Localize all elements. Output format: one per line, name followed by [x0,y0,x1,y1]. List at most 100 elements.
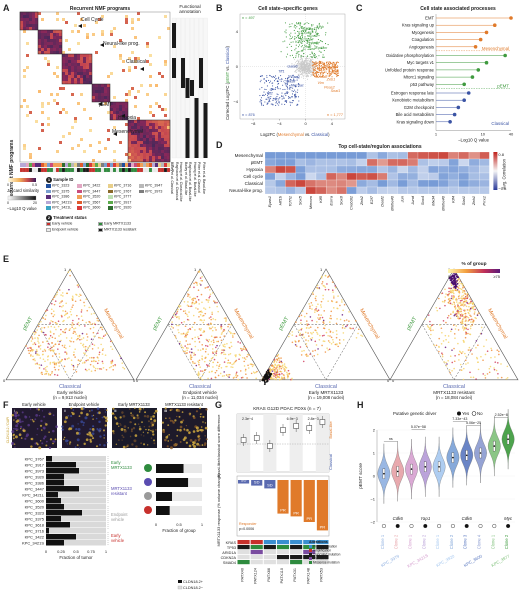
e-point [458,308,461,311]
b-point-cla [260,75,262,77]
b-point-cla [291,96,293,98]
e-point [305,353,308,356]
e-point [278,368,281,370]
heat-cell [65,39,68,42]
g-alt-label: Amplification [313,549,331,553]
e-lmin: 0 [448,274,451,279]
f-image-speck [76,444,79,447]
b-point-cla [263,78,265,80]
d-cell [397,172,408,181]
e-point [172,327,175,329]
b-point-pemt [316,25,318,27]
e-point [327,334,329,337]
heat-cell [47,51,50,54]
e-point [101,349,104,352]
e-point [208,296,211,299]
c-term: Mtorc1 signaling [404,75,435,80]
heat-cell [53,48,56,51]
e-point [470,325,472,328]
e-point [44,318,47,321]
e-point [309,337,312,340]
f-sample: KPC_3917 [25,463,45,468]
h-driver: Myc [504,516,513,521]
heat-cell [41,105,44,108]
heat-cell [65,21,68,24]
e-point [278,378,281,381]
e-left-axis: pEMT [406,316,419,332]
e-point [187,289,189,291]
e-point [308,335,310,337]
e-point [342,309,344,312]
sample-id: KPC_3421S [52,200,72,205]
e-point [98,353,101,356]
b-point-mes [313,71,315,74]
b-point-mes [315,63,317,65]
e-point [60,328,62,331]
e-point [451,369,453,372]
e-point [80,342,82,345]
heat-cell [101,33,104,36]
b-point-mes [333,62,335,64]
b-gene-mes: Peas2 [324,85,336,89]
e-point [324,286,327,289]
e-point [332,291,334,293]
f-image-speck [67,414,70,417]
e-point [81,344,84,347]
c-xlabel: −Log10 Q value [458,138,490,143]
h-pval: 7.33e−43 [452,417,467,421]
e-point [471,353,473,355]
e-point-dense [268,373,271,376]
b-point-pemt [302,41,304,43]
b-point-grey [300,57,302,59]
e-point-dense [263,383,266,385]
e-point [464,359,467,361]
f-image-speck [124,428,126,431]
f-image-speck [204,442,207,445]
h-ytick: 0 [373,474,376,479]
e-point [77,364,79,366]
heat-cell [164,135,167,138]
e-point [335,343,338,346]
panel-a-label: A [3,3,10,13]
f-image-speck [161,421,165,424]
b-point-grey [306,64,308,66]
func-fill [190,80,194,96]
e-point [99,368,101,370]
f-image-speck [61,425,64,428]
e-point [469,302,471,305]
heat-cell [152,129,155,132]
e-point [452,295,455,297]
d-cell [346,158,357,167]
g-resp-bar [303,480,315,522]
e-point [31,336,33,338]
e-point [72,319,74,322]
sample-bar [149,163,152,167]
h-clone: Clone 2 [504,534,509,549]
e-point [283,376,286,379]
e-point [121,362,124,364]
d-cell [458,165,470,174]
e-point [178,306,181,308]
e-point [52,310,55,313]
c-term: G2M checkpoint [404,105,435,110]
b-point-cla [295,93,297,95]
e-point [456,317,459,319]
heat-cell [83,75,86,78]
b-gene-cla: Tff2 [266,92,273,96]
e-point [328,341,331,344]
f-image-speck [98,443,102,446]
b-point-pemt [314,31,317,33]
f-image-speck [92,414,95,417]
f-image-speck [91,414,94,417]
f-group-dot [144,478,152,486]
f-image-speck [202,421,204,423]
heat-cell [146,42,149,45]
e-point [208,371,211,373]
e-point [497,377,499,379]
e-point [45,314,47,317]
heat-cell [164,141,167,144]
e-point [37,338,39,340]
h-median [452,456,454,459]
b-gene-cla: Foxa2 [289,75,300,79]
f-image-speck [166,435,169,437]
